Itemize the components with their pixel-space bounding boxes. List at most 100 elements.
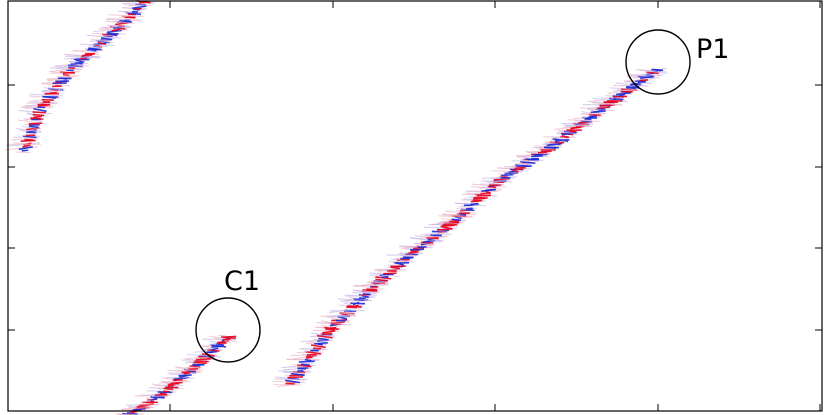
halo-mark [418, 242, 433, 246]
wave-mark [548, 142, 563, 146]
axis-ticks [8, 1, 822, 411]
wave-mark [403, 256, 414, 259]
halo-mark [438, 215, 473, 218]
wave-mark [422, 239, 436, 243]
halo-mark [84, 48, 99, 54]
halo-mark [512, 162, 532, 167]
wave-mark [639, 79, 648, 82]
wave-mark [42, 100, 51, 104]
wave-mark [321, 330, 336, 334]
halo-mark [459, 205, 473, 208]
wave-mark [304, 358, 312, 362]
wave-mark [381, 275, 389, 279]
halo-mark [551, 136, 574, 139]
wave-mark [210, 344, 227, 348]
halo-mark [445, 210, 477, 214]
halo-mark [128, 405, 155, 409]
wave-mark [306, 356, 313, 359]
halo-mark [420, 235, 449, 238]
wave-mark [470, 202, 479, 206]
halo-mark [423, 226, 458, 229]
wave-mark [597, 106, 611, 109]
wave-mark [32, 111, 46, 114]
halo-mark [43, 87, 66, 91]
wave-mark [408, 251, 419, 254]
wave-mark [640, 75, 655, 80]
wave-mark [375, 278, 389, 282]
wave-mark [119, 19, 132, 23]
wave-mark [473, 196, 488, 199]
halo-mark [328, 306, 363, 314]
axes-frame [7, 0, 823, 412]
halo-mark [442, 214, 473, 218]
halo-mark [169, 372, 197, 376]
annotation-circle-c1 [195, 297, 261, 363]
wave-mark [29, 123, 40, 126]
wave-mark [646, 71, 660, 75]
wave-mark [285, 379, 301, 384]
wave-mark [329, 326, 337, 329]
halo-mark [367, 281, 388, 284]
wave-mark [24, 138, 34, 141]
annotation-label-c1: C1 [224, 266, 260, 297]
halo-mark [51, 66, 84, 72]
halo-mark [568, 119, 600, 122]
annotations: P1 C1 [195, 29, 729, 363]
wave-mark [493, 177, 510, 181]
halo-mark [21, 125, 42, 130]
halo-mark [19, 129, 42, 132]
wave-mark [520, 160, 536, 164]
halo-mark [637, 69, 668, 74]
wave-mark [207, 348, 220, 352]
wave-mark [599, 103, 616, 107]
halo-mark [431, 220, 467, 225]
halo-mark [41, 83, 71, 87]
wave-mark [41, 98, 54, 101]
wave-mark [150, 396, 165, 399]
wave-mark [362, 292, 371, 296]
wave-mark [637, 80, 646, 83]
wave-mark [163, 387, 174, 391]
halo-mark [390, 258, 414, 263]
wave-mark [28, 125, 39, 129]
halo-mark [376, 268, 406, 271]
halo-mark [90, 38, 114, 44]
wave-mark [215, 342, 225, 346]
wave-mark [107, 29, 122, 34]
wave-mark [287, 375, 303, 379]
halo-mark [434, 231, 449, 234]
halo-mark [361, 282, 389, 286]
wave-mark [314, 342, 328, 345]
wave-mark [28, 122, 42, 125]
halo-mark [15, 151, 31, 154]
wave-mark [448, 220, 458, 224]
wave-mark [170, 381, 183, 385]
halo-mark [26, 102, 59, 105]
halo-mark [489, 179, 510, 183]
wave-mark [111, 28, 121, 32]
wave-mark [206, 350, 217, 354]
halo-mark [346, 294, 377, 297]
wave-mark [194, 360, 209, 363]
wave-mark [297, 364, 312, 368]
halo-mark [107, 17, 142, 22]
wave-mark [21, 149, 29, 152]
halo-mark [29, 93, 63, 97]
wave-mark [590, 110, 607, 114]
wave-mark [298, 360, 315, 363]
wave-mark [193, 361, 207, 365]
wave-mark [485, 188, 495, 191]
wave-mark [390, 265, 406, 268]
halo-mark [283, 370, 311, 373]
halo-mark [274, 378, 308, 381]
halo-mark [519, 159, 539, 162]
wave-mark [626, 85, 640, 89]
halo-mark [175, 366, 202, 373]
wave-mark [653, 68, 664, 72]
halo-mark [49, 67, 83, 71]
halo-mark [534, 145, 562, 148]
wave-mark [588, 113, 601, 116]
wave-mark [325, 328, 335, 331]
halo-mark [111, 25, 127, 28]
